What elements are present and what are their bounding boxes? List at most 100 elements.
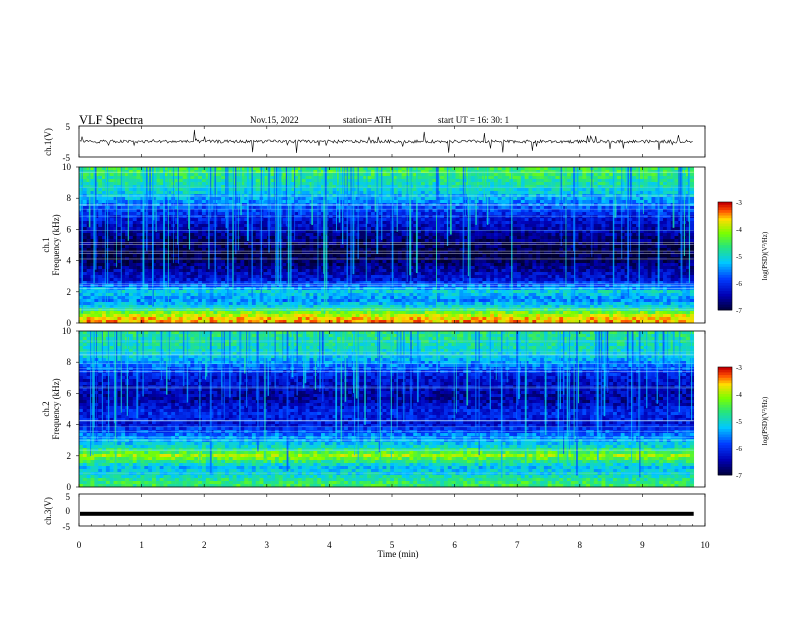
spectrogram-cell (493, 224, 499, 228)
spectrogram-cell (605, 197, 610, 201)
spectrogram-cell (574, 233, 579, 237)
spectrogram-cell (301, 221, 306, 225)
spectrogram-cell (486, 242, 491, 246)
spectrogram-cell (132, 209, 137, 213)
spectrogram-cell (163, 242, 168, 246)
spectrogram-cell (121, 215, 126, 219)
spectrogram-cell (298, 194, 303, 198)
spectrogram-cell (563, 221, 568, 225)
spectrogram-cell (440, 233, 445, 237)
spectrogram-cell (228, 245, 233, 249)
spectrogram-cell (363, 170, 368, 174)
spectrogram-cell (566, 188, 572, 192)
spectrogram-cell (663, 227, 668, 231)
spectrogram-cell (463, 218, 468, 222)
spectrogram-cell (574, 230, 579, 234)
spectrogram-cell (639, 167, 645, 171)
spectrogram-cell (263, 227, 268, 231)
spectrogram-cell (428, 209, 433, 213)
spectrogram-cell (674, 218, 679, 222)
spectrogram-cell (674, 215, 679, 219)
spectrogram-cell (109, 242, 114, 246)
spectrogram-cell (497, 242, 502, 246)
spectrogram-cell (524, 185, 529, 189)
spectrogram-cell (394, 230, 399, 234)
spectrogram-cell (432, 257, 437, 261)
spectrogram-cell (524, 167, 529, 171)
spectrogram-cell (359, 194, 364, 198)
spectrogram-cell (420, 248, 426, 252)
spectrogram-cell (547, 179, 552, 183)
spectrogram-cell (424, 224, 429, 228)
spectrogram-cell (102, 236, 107, 240)
spectrogram-cell (255, 236, 260, 240)
spectrogram-cell (248, 239, 253, 243)
spectrogram-cell (190, 185, 195, 189)
spectrogram-cell (244, 236, 249, 240)
spectrogram-cell (82, 206, 87, 210)
spectrogram-cell (394, 236, 399, 240)
spectrogram-cell (566, 251, 572, 255)
spectrogram-cell (686, 257, 691, 261)
spectrogram-cell (109, 188, 114, 192)
spectrogram-cell (663, 215, 668, 219)
spectrogram-cell (397, 251, 403, 255)
spectrogram-cell (313, 218, 318, 222)
spectrogram-cell (382, 185, 387, 189)
spectrogram-cell (440, 236, 445, 240)
spectrogram-cell (182, 221, 187, 225)
spectrogram-cell (490, 239, 495, 243)
spectrogram-cell (459, 173, 464, 177)
spectrogram-cell (82, 221, 87, 225)
spectrogram-cell (228, 230, 233, 234)
spectrogram-cell (551, 197, 556, 201)
spectrogram-cell (497, 248, 502, 252)
spectrogram-cell (332, 191, 337, 195)
spectrogram-cell (155, 221, 160, 225)
spectrogram-cell (328, 227, 333, 231)
spectrogram-cell (367, 251, 372, 255)
spectrogram-cell (386, 221, 391, 225)
spectrogram-cell (159, 230, 164, 234)
spectrogram-cell (505, 173, 510, 177)
spectrogram-cell (113, 218, 118, 222)
spectrogram-cell (524, 200, 529, 204)
spectrogram-cell (616, 251, 622, 255)
spectrogram-cell (248, 251, 253, 255)
spectrogram-cell (113, 206, 118, 210)
spectrogram-cell (636, 227, 641, 231)
spectrogram-cell (175, 227, 180, 231)
spectrogram-cell (240, 167, 245, 171)
spectrogram-cell (532, 206, 537, 210)
ch1-spectrogram-image (79, 167, 695, 324)
spectrogram-cell (490, 245, 495, 249)
spectrogram-cell (155, 191, 160, 195)
spectrogram-cell (666, 254, 671, 258)
spectrogram-cell (482, 227, 487, 231)
spectrogram-cell (578, 221, 583, 225)
spectrogram-cell (298, 224, 303, 228)
spectrogram-cell (321, 218, 326, 222)
spectrogram-cell (578, 251, 583, 255)
spectrogram-cell (386, 206, 391, 210)
spectrogram-cell (102, 209, 107, 213)
spectrogram-cell (317, 188, 322, 192)
spectrogram-cell (290, 206, 295, 210)
spectrogram-cell (344, 221, 349, 225)
spectrogram-cell (513, 254, 518, 258)
spectrogram-cell (424, 221, 429, 225)
spectrogram-cell (551, 209, 556, 213)
spectrogram-cell (175, 173, 180, 177)
spectrogram-cell (201, 200, 207, 204)
spectrogram-cell (113, 173, 118, 177)
spectrogram-cell (639, 239, 645, 243)
spectrogram-cell (240, 248, 245, 252)
spectrogram-cell (90, 197, 95, 201)
spectrogram-cell (528, 224, 533, 228)
spectrogram-cell (478, 185, 483, 189)
spectrogram-cell (474, 251, 479, 255)
spectrogram-cell (282, 176, 287, 180)
spectrogram-cell (620, 245, 625, 249)
spectrogram-cell (109, 191, 114, 195)
